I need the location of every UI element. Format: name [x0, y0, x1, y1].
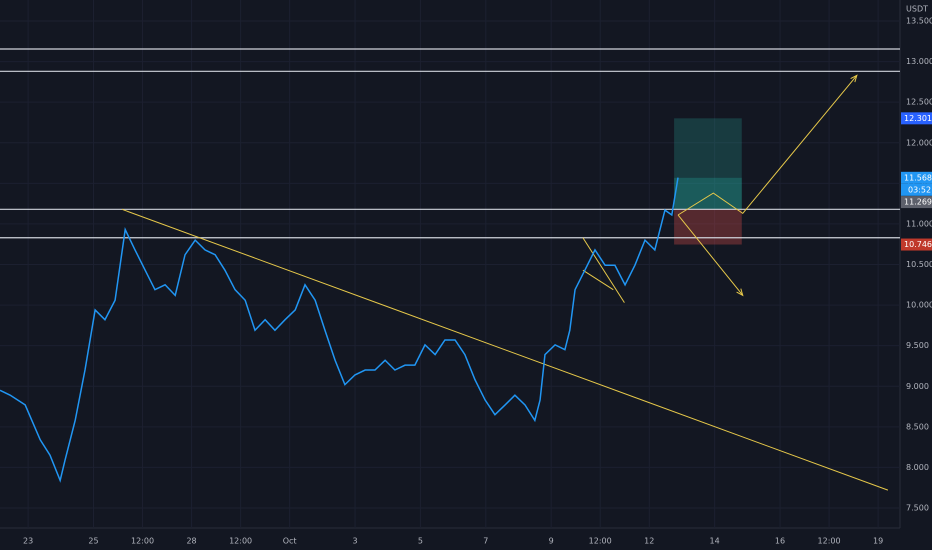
price-line [0, 177, 679, 483]
x-tick-label: 19 [873, 537, 883, 546]
y-tick-label: 13.500 [906, 17, 932, 26]
x-tick-label: 3 [352, 537, 357, 546]
projection [677, 75, 858, 216]
trendline [582, 269, 614, 291]
arrow-head [736, 288, 744, 297]
y-tick-label: 13.000 [906, 57, 932, 66]
x-tick-label: 5 [418, 537, 423, 546]
x-tick-label: 16 [775, 537, 785, 546]
y-tick-label: 9.500 [906, 341, 929, 350]
x-tick-label: 25 [88, 537, 98, 546]
trendline [121, 208, 889, 491]
y-tick-label: 11.000 [906, 219, 932, 228]
stop-zone [674, 209, 742, 245]
y-tick-label: 12.500 [906, 98, 932, 107]
x-tick-label: 12:00 [131, 537, 154, 546]
countdown: 03:52 [908, 185, 931, 194]
y-tick-label: 9.000 [906, 382, 929, 391]
target-zone [674, 118, 742, 210]
price-label: 12.301 [904, 114, 932, 123]
price-label-bg [901, 171, 932, 184]
x-tick-label: 12:00 [229, 537, 252, 546]
y-tick-label: 8.000 [906, 463, 929, 472]
current-zone [674, 177, 742, 210]
x-tick-label: 12:00 [589, 537, 612, 546]
price-label: 11.568 [904, 173, 932, 182]
projection [677, 214, 744, 296]
countdown-bg [901, 183, 932, 196]
x-tick-label: 14 [710, 537, 720, 546]
x-tick-label: 28 [186, 537, 196, 546]
y-tick-label: 10.500 [906, 260, 932, 269]
trendline [582, 237, 625, 303]
x-tick-label: 9 [549, 537, 554, 546]
x-tick-label: 7 [483, 537, 488, 546]
y-tick-label: 7.500 [906, 504, 929, 513]
price-label-bg [901, 196, 932, 209]
x-tick-label: Oct [283, 537, 297, 546]
x-tick-label: 12:00 [818, 537, 841, 546]
x-tick-label: 23 [23, 537, 33, 546]
price-label-bg [901, 112, 932, 125]
axis-unit: USDT [906, 5, 928, 14]
y-tick-label: 8.500 [906, 422, 929, 431]
y-tick-label: 12.000 [906, 138, 932, 147]
price-label: 11.269 [904, 198, 932, 207]
x-tick-label: 12 [644, 537, 654, 546]
price-label: 10.746 [904, 240, 932, 249]
y-tick-label: 10.000 [906, 301, 932, 310]
arrow-head [850, 74, 858, 83]
price-label-bg [901, 238, 932, 251]
